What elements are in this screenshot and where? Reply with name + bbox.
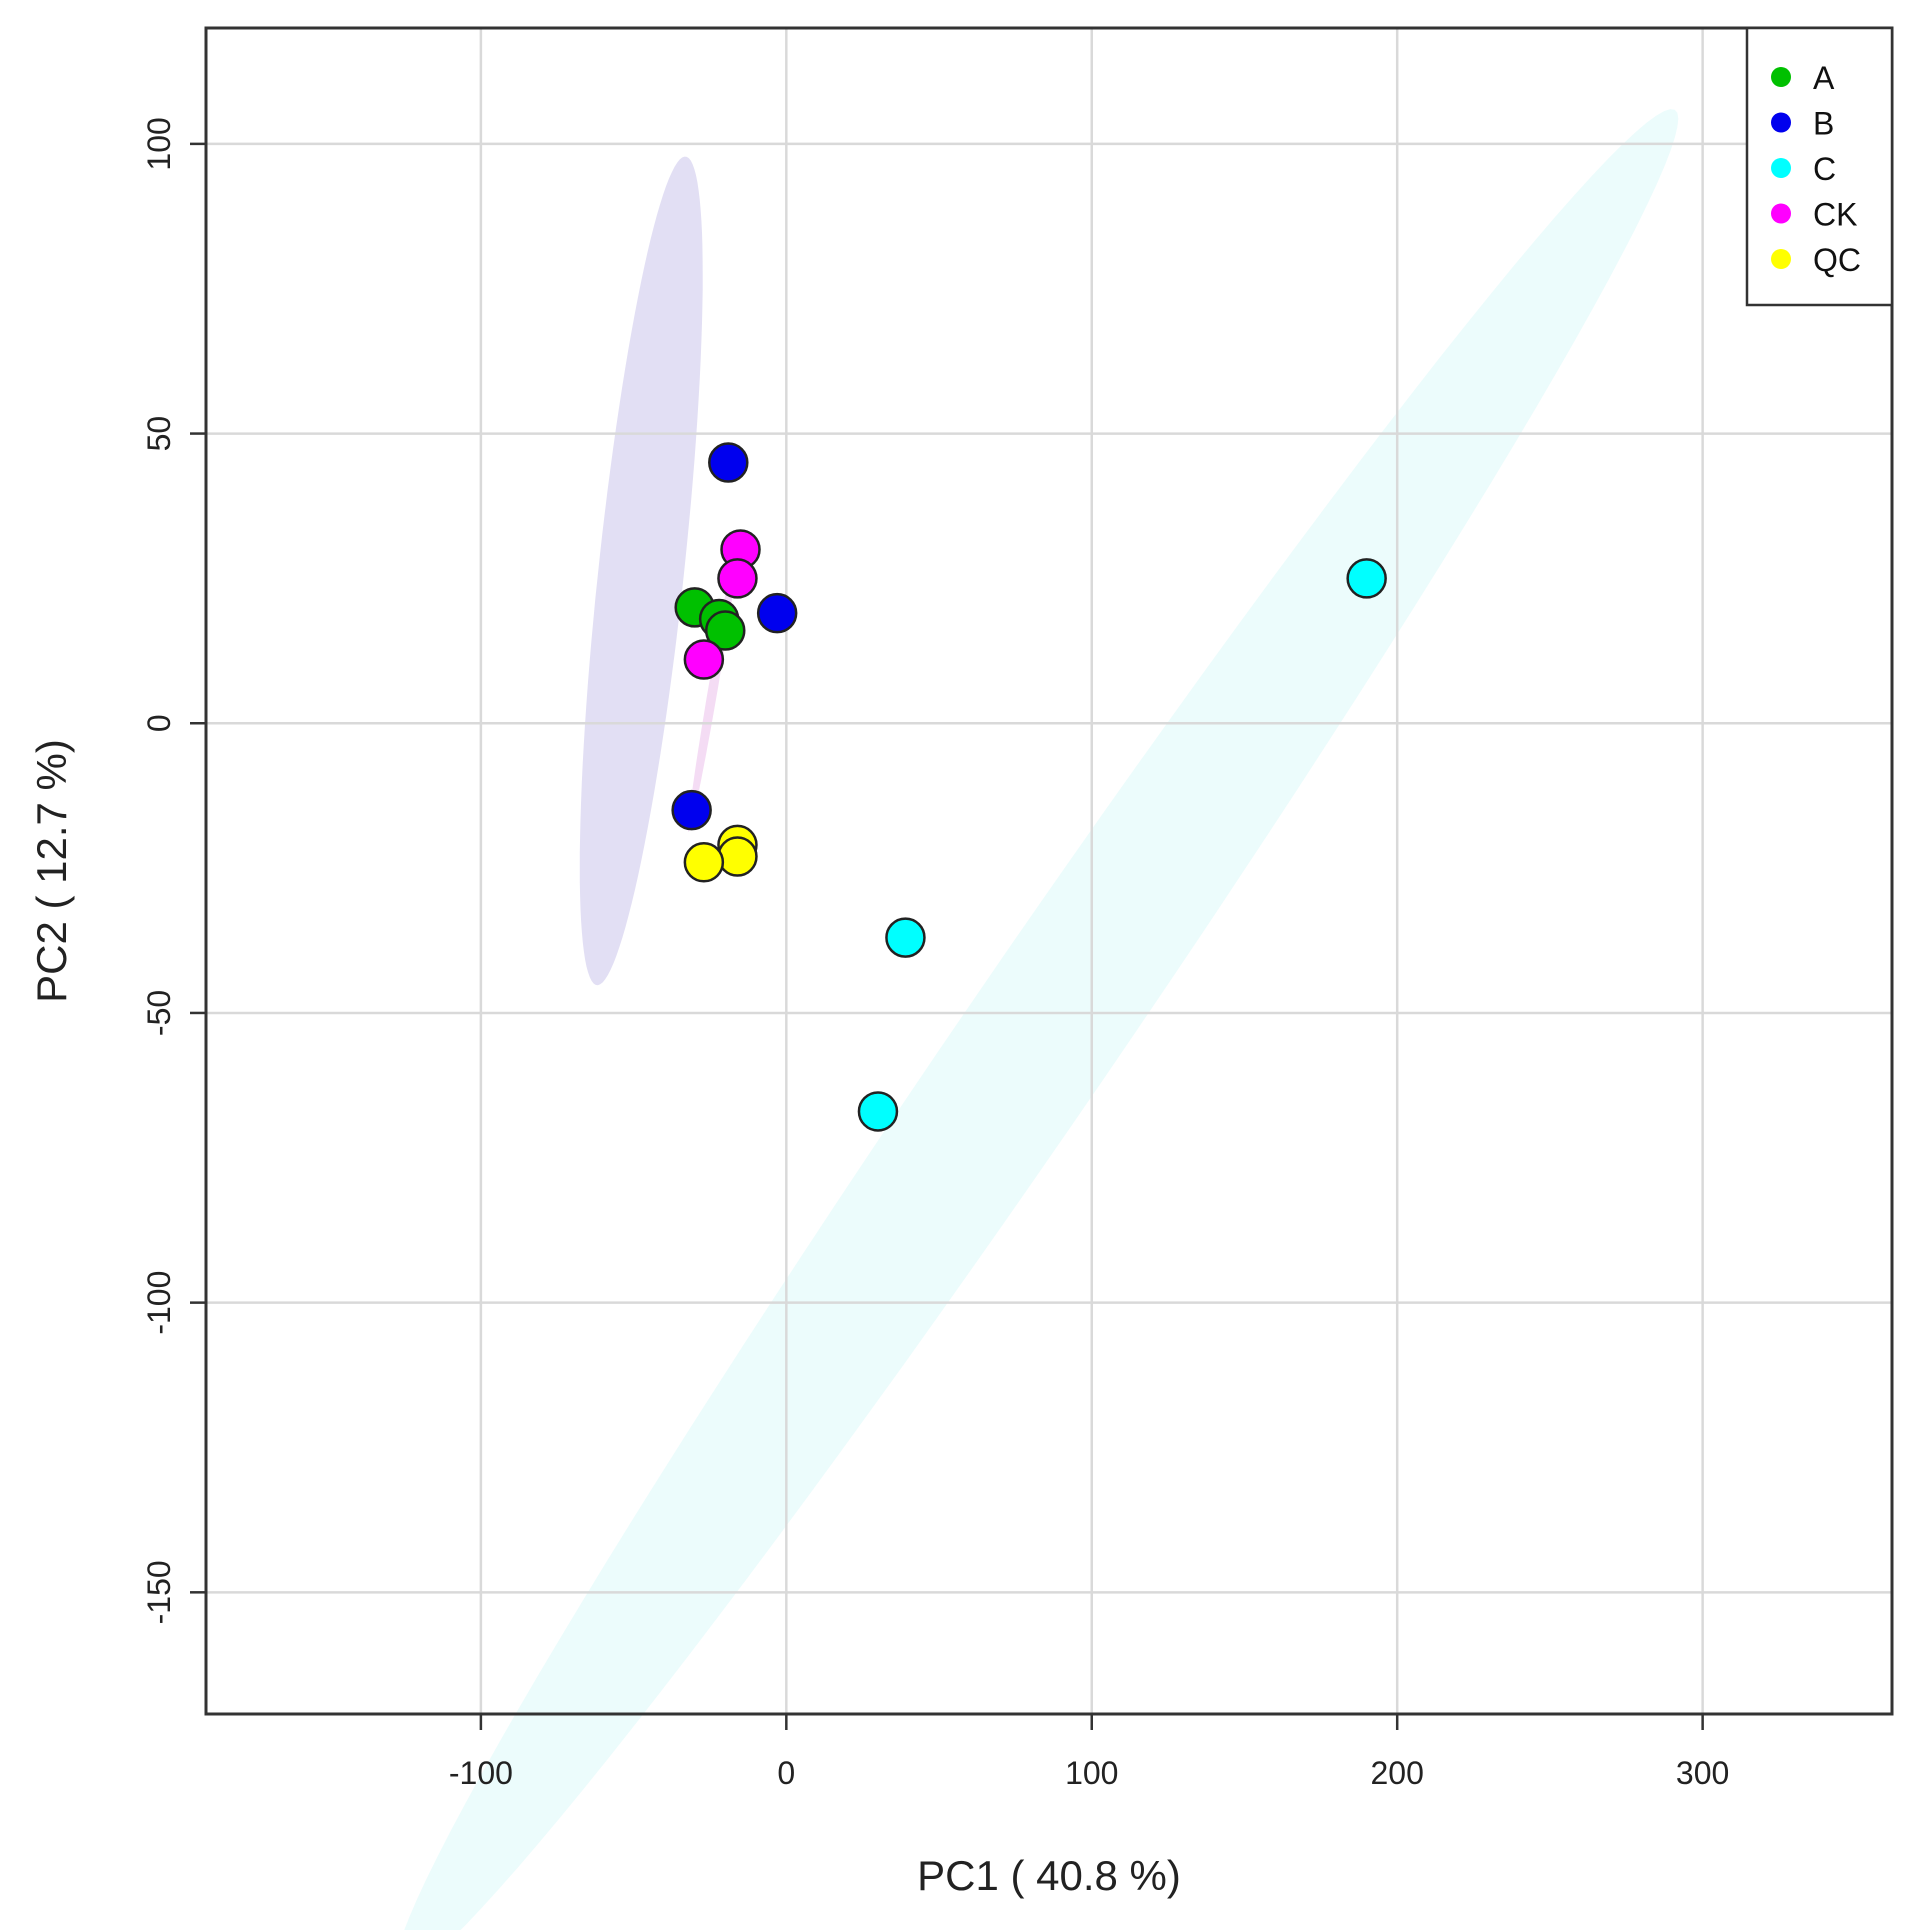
point-b (708, 442, 749, 483)
y-tick-label: 0 (141, 714, 177, 732)
ellipse-b (579, 156, 703, 986)
x-tick-label: 200 (1371, 1755, 1424, 1791)
legend-marker-b (1771, 112, 1791, 133)
legend-marker-ck (1771, 203, 1791, 224)
ellipse-c (404, 109, 1679, 1930)
legend-label-a: A (1813, 60, 1835, 96)
legend: ABC CK QC (1745, 26, 1894, 307)
legend-label-c: C (1813, 151, 1836, 187)
data-points (671, 442, 1387, 1132)
point-b (756, 592, 798, 634)
point-qc (717, 836, 758, 877)
gridlines (206, 28, 1892, 1714)
legend-marker-a (1771, 67, 1791, 87)
y-tick-label: 50 (141, 416, 177, 452)
legend-label-qc: QC (1813, 242, 1861, 278)
legend-label-b: B (1813, 106, 1834, 142)
x-tick-label: 100 (1065, 1755, 1118, 1791)
y-tick-label: -100 (141, 1271, 177, 1335)
point-c (857, 1091, 899, 1132)
point-c (885, 917, 926, 958)
y-axis-title: PC2 ( 12.7 %) (28, 739, 75, 1003)
y-tick-label: -150 (141, 1560, 177, 1624)
legend-label-ck: CK (1813, 197, 1857, 233)
point-a (704, 610, 746, 651)
point-c (1346, 558, 1387, 599)
legend-marker-qc (1771, 249, 1791, 269)
point-qc (683, 842, 725, 883)
confidence-ellipses (404, 109, 1679, 1930)
point-b (671, 789, 712, 831)
point-ck (717, 558, 758, 599)
y-tick-label: 100 (141, 117, 177, 170)
x-axis-title: PC1 ( 40.8 %) (917, 1852, 1181, 1899)
plot-frame (204, 26, 1894, 1716)
x-tick-label: 0 (777, 1755, 795, 1791)
axis-ticks: -100 0 100 200 300 100 50 0 -50 -100 -150 (141, 117, 1729, 1791)
x-tick-label: -100 (449, 1755, 513, 1791)
legend-marker-c (1771, 158, 1791, 178)
y-tick-label: -50 (141, 990, 177, 1036)
x-tick-label: 300 (1676, 1755, 1729, 1791)
point-ck (683, 639, 725, 680)
